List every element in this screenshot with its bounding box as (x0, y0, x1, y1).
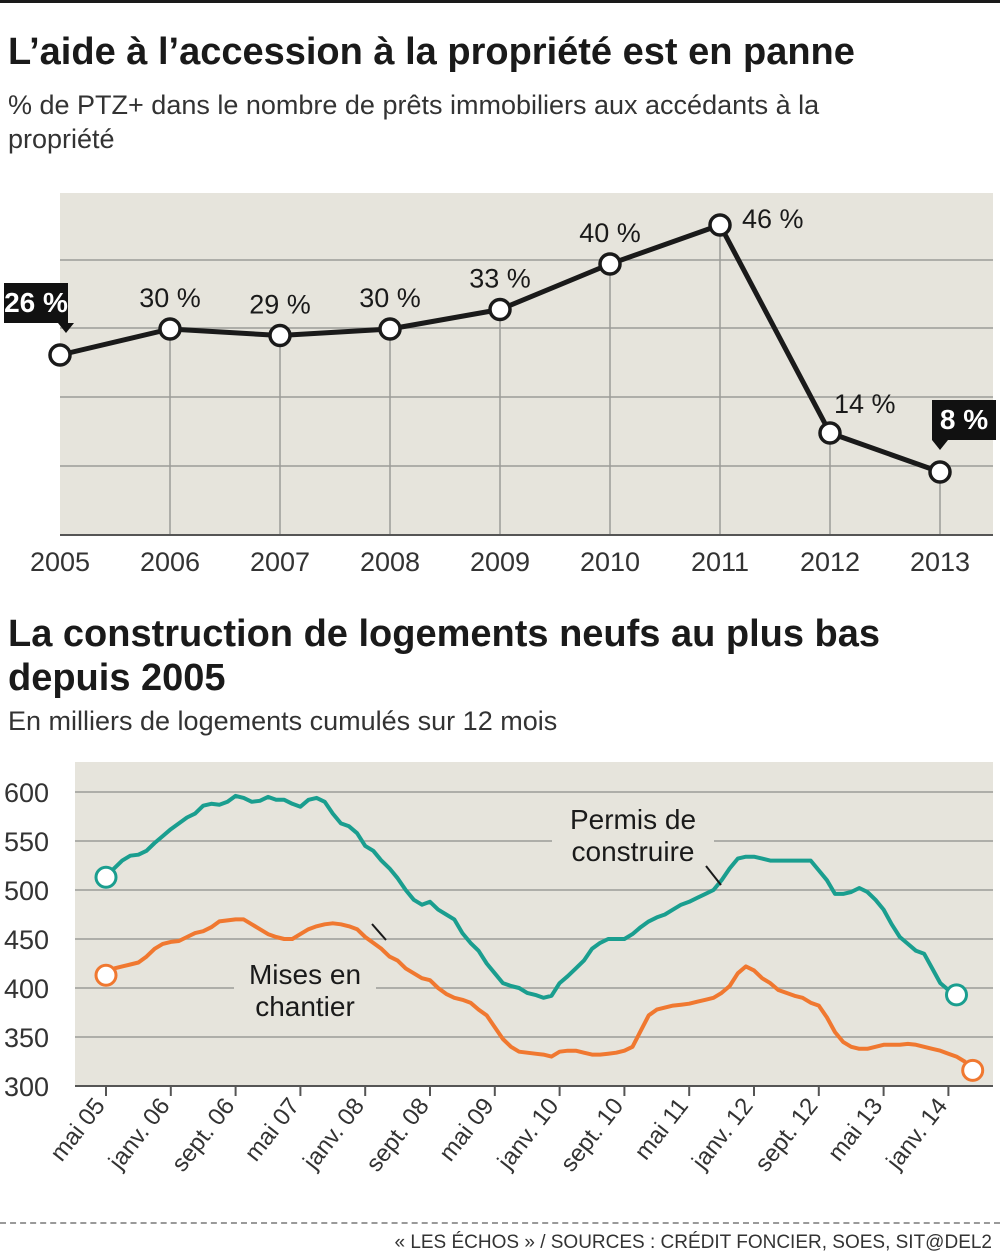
x-tick-label-11: sept. 12 (750, 1093, 824, 1177)
point-2007 (268, 323, 292, 348)
point-2013 (928, 460, 952, 484)
y-tick-label-400: 400 (4, 974, 49, 1004)
point-2012 (818, 421, 842, 445)
x-tick-label-1: janv. 06 (103, 1093, 176, 1175)
series-label-permis-line1: Permis de (570, 804, 696, 835)
chart2-title: La construction de logements neufs au pl… (8, 613, 881, 699)
ptz-share-line-chart: 26 % 30 % 29 % 30 % 33 % 40 % 46 % 14 % 8 % 2005 2… (4, 193, 996, 577)
data-label-2012: 14 % (834, 389, 896, 419)
y-tick-label-600: 600 (4, 778, 49, 808)
y-tick-label-450: 450 (4, 925, 49, 955)
x-tick-label-9: mai 11 (629, 1093, 694, 1165)
x-tick-label-2011: 2011 (691, 547, 749, 577)
data-label-2008: 30 % (359, 283, 421, 313)
x-tick-label-5: sept. 08 (361, 1093, 435, 1177)
point-2008 (378, 317, 402, 341)
data-label-box-2005: 26 % (4, 283, 74, 333)
data-label-2013: 8 % (940, 404, 988, 435)
y-tick-label-300: 300 (4, 1072, 49, 1102)
mises-en-chantier-end-marker (961, 1058, 985, 1082)
x-tick-label-2009: 2009 (470, 547, 530, 577)
data-label-2005: 26 % (4, 287, 68, 318)
x-tick-label-2010: 2010 (580, 547, 640, 577)
x-tick-label-2008: 2008 (360, 547, 420, 577)
footer-divider (0, 1222, 1000, 1224)
point-2010 (598, 252, 622, 276)
point-2011 (708, 213, 732, 237)
x-tick-label-2005: 2005 (30, 547, 90, 577)
x-tick-label-0: mai 05 (45, 1093, 111, 1166)
permis-de-construire-end-marker (945, 983, 968, 1007)
point-2009 (488, 297, 512, 322)
point-2006 (158, 317, 182, 341)
data-label-pointer (58, 323, 74, 333)
data-label-box-bg (932, 400, 996, 440)
y-tick-label-500: 500 (4, 876, 49, 906)
top-rule (0, 0, 1000, 3)
plot-area (75, 762, 993, 1086)
chart2-subtitle: En milliers de logements cumulés sur 12 … (8, 706, 558, 736)
chart1-subtitle: % de PTZ+ dans le nombre de prêts immobi… (8, 90, 820, 154)
data-label-2006: 30 % (139, 283, 201, 313)
series-label-mises-line1: Mises en (249, 959, 361, 990)
x-tick-label-7: janv. 10 (492, 1093, 565, 1175)
data-label-box-bg (4, 283, 68, 323)
data-label-2010: 40 % (579, 218, 641, 248)
series-label-bg (552, 801, 714, 867)
series-label-mises-line2: chantier (255, 991, 355, 1022)
x-tick-label-2013: 2013 (910, 547, 970, 577)
series-leader-mises (371, 923, 387, 941)
x-tick-label-2007: 2007 (250, 547, 310, 577)
x-tick-label-12: mai 13 (823, 1093, 889, 1166)
mises-en-chantier-start-marker (94, 963, 118, 987)
data-label-2011: 46 % (742, 204, 804, 234)
data-label-pointer (932, 440, 948, 450)
x-tick-label-2: sept. 06 (166, 1093, 240, 1177)
series-leader-permis (705, 865, 722, 886)
source-credit: « LES ÉCHOS » / SOURCES : CRÉDIT FONCIER… (394, 1232, 992, 1253)
data-label-box-2013: 8 % (932, 400, 996, 450)
x-tick-label-10: janv. 12 (686, 1093, 759, 1175)
x-tick-label-2012: 2012 (800, 547, 860, 577)
x-tick-label-3: mai 07 (239, 1093, 305, 1166)
series-label-bg (234, 956, 376, 1024)
data-label-2007: 29 % (249, 290, 311, 320)
permis-de-construire-start-marker (94, 865, 118, 889)
x-tick-label-4: janv. 08 (297, 1093, 370, 1175)
x-tick-label-2006: 2006 (140, 547, 200, 577)
x-tick-label-6: mai 09 (434, 1093, 500, 1166)
x-tick-label-13: janv. 14 (881, 1093, 954, 1175)
point-2005 (48, 343, 72, 367)
y-tick-label-350: 350 (4, 1023, 49, 1053)
permis-de-construire-line (104, 793, 958, 1000)
plot-area (60, 193, 993, 535)
mises-en-chantier-line (104, 917, 975, 1072)
y-tick-label-550: 550 (4, 827, 49, 857)
data-label-2009: 33 % (469, 264, 531, 294)
x-tick-label-8: sept. 10 (555, 1093, 629, 1177)
chart1-title: L’aide à l’accession à la propriété est … (8, 31, 855, 73)
series-label-permis-line2: construire (572, 836, 695, 867)
